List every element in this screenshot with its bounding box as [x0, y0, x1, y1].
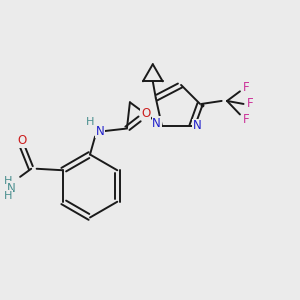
Text: F: F	[243, 81, 249, 94]
Text: H: H	[4, 191, 12, 201]
Text: N: N	[193, 119, 202, 132]
Text: H: H	[86, 117, 94, 127]
Text: F: F	[247, 98, 254, 110]
Text: O: O	[18, 134, 27, 147]
Text: O: O	[141, 106, 150, 120]
Text: N: N	[95, 124, 104, 138]
Text: N: N	[152, 117, 161, 130]
Text: F: F	[243, 113, 249, 126]
Text: N: N	[7, 182, 16, 195]
Text: H: H	[4, 176, 12, 186]
